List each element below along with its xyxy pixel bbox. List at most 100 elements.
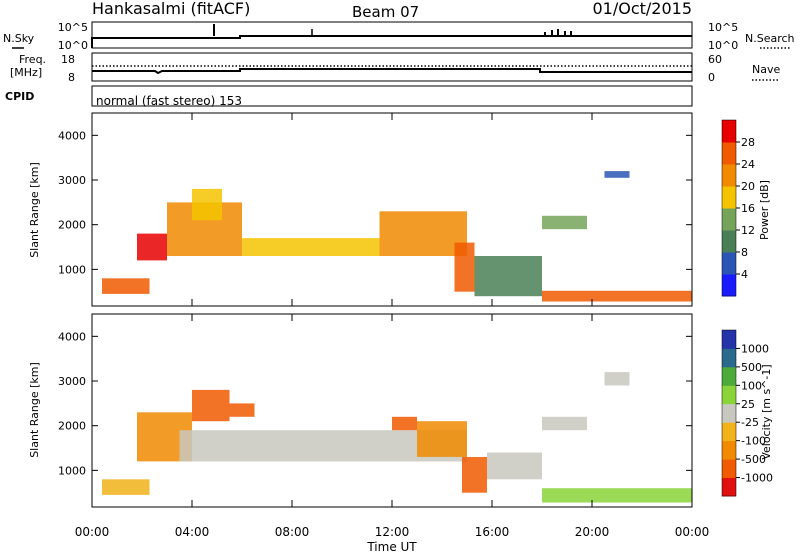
cpid-panel: CPID normal (fast stereo) 153: [5, 85, 693, 108]
power-colorbar-segment-3: [722, 208, 736, 231]
freq-left-tick-bottom: 8: [68, 71, 75, 84]
noise-left-label: N.Sky: [3, 32, 35, 45]
station-title: Hankasalmi (fitACF): [92, 0, 250, 18]
power-colorbar-tick-label-5: 8: [741, 246, 748, 259]
x-tick-label-0: 00:00: [75, 525, 110, 539]
power-colorbar-tick-label-4: 12: [741, 224, 755, 237]
power-colorbar-tick-label-6: 4: [741, 268, 748, 281]
power-y-label: Slant Range [km]: [28, 162, 41, 258]
noise-left-tick-bottom: 10^0: [58, 39, 88, 52]
power-band-9: [542, 215, 587, 230]
freq-solid-trace: [92, 68, 692, 75]
velocity-ytick-label-2: 2000: [58, 420, 86, 433]
power-colorbar-label: Power [dB]: [758, 180, 771, 240]
velocity-band-11: [604, 372, 630, 386]
velocity-y-axis: 4000 3000 2000 1000: [58, 314, 693, 507]
power-colorbar-segment-2: [722, 230, 736, 253]
noise-sky-trace: [91, 35, 692, 48]
velocity-panel: 4000 3000 2000 1000 Slant Range [km] 1000 50…: [28, 313, 773, 508]
power-band-7: [474, 256, 542, 297]
date-title: 01/Oct/2015: [592, 0, 692, 18]
power-band-1: [137, 233, 167, 261]
power-band-6: [454, 242, 475, 292]
velocity-band-6: [417, 421, 467, 457]
velocity-colorbar-segment-1: [722, 459, 736, 478]
velocity-colorbar-tick-label-7: -1000: [741, 472, 773, 485]
cpid-label: CPID: [5, 90, 34, 103]
power-ytick-label-2: 2000: [58, 219, 86, 232]
x-tick-label-1: 04:00: [175, 525, 210, 539]
velocity-colorbar-segment-5: [722, 385, 736, 405]
power-colorbar-tick-label-2: 20: [741, 180, 755, 193]
velocity-band-3: [229, 403, 255, 417]
noise-right-label: N.Search: [745, 32, 795, 45]
noise-left-tick-top: 10^5: [58, 21, 88, 34]
x-tick-label-6: 00:00: [675, 525, 710, 539]
x-tick-label-5: 20:00: [575, 525, 610, 539]
freq-left-label-2: [MHz]: [10, 66, 42, 79]
x-tick-label-3: 12:00: [375, 525, 410, 539]
power-ytick-label-3: 1000: [58, 263, 86, 276]
velocity-colorbar-segment-4: [722, 403, 736, 423]
time-x-axis: 00:00 04:00 08:00 12:00 16:00 20:00 00:00: [75, 525, 710, 539]
velocity-y-label: Slant Range [km]: [28, 362, 41, 458]
velocity-ytick-label-0: 4000: [58, 330, 86, 343]
velocity-band-7: [462, 457, 487, 493]
velocity-colorbar-tick-label-0: 1000: [741, 342, 769, 355]
cpid-text: normal (fast stereo) 153: [96, 94, 242, 108]
velocity-colorbar-tick-label-3: 25: [741, 398, 755, 411]
velocity-colorbar-segment-3: [722, 422, 736, 442]
velocity-colorbar-segment-2: [722, 440, 736, 460]
freq-right-tick-bottom: 0: [708, 71, 715, 84]
power-colorbar-segment-4: [722, 186, 736, 209]
power-colorbar-segment-7: [722, 120, 736, 143]
freq-left-tick-top: 18: [61, 53, 75, 66]
velocity-ytick-label-1: 3000: [58, 375, 86, 388]
freq-left-label-1: Freq.: [19, 53, 46, 66]
velocity-band-5: [392, 416, 417, 431]
freq-right-label: Nave: [752, 63, 780, 76]
power-colorbar-tick-label-1: 24: [741, 158, 755, 171]
noise-right-tick-top: 10^5: [708, 21, 738, 34]
x-tick-label-2: 08:00: [275, 525, 310, 539]
power-colorbar-tick-label-0: 28: [741, 136, 755, 149]
velocity-band-2: [192, 389, 230, 422]
freq-panel: Freq. [MHz] 18 8 60 0 Nave: [10, 52, 780, 84]
power-colorbar-tick-label-3: 16: [741, 202, 755, 215]
power-colorbar-segment-1: [722, 252, 736, 275]
beam-title: Beam 07: [352, 3, 419, 21]
power-band-0: [102, 278, 150, 294]
velocity-colorbar-segment-8: [722, 330, 736, 349]
freq-right-tick-top: 60: [708, 53, 722, 66]
velocity-colorbar-segment-0: [722, 477, 736, 497]
x-tick-label-4: 16:00: [475, 525, 510, 539]
velocity-ytick-label-3: 1000: [58, 464, 86, 477]
velocity-band-10: [542, 416, 587, 431]
power-band-3: [192, 188, 222, 221]
velocity-colorbar-tick-label-2: 100: [741, 379, 762, 392]
velocity-colorbar: 1000 500 100 25 -25 -100 -500 -1000: [721, 329, 773, 497]
velocity-panel-frame: [91, 313, 693, 508]
power-data-layer: [102, 171, 692, 302]
velocity-colorbar-tick-label-6: -500: [741, 453, 766, 466]
velocity-colorbar-tick-label-4: -25: [741, 416, 759, 429]
power-ytick-label-1: 3000: [58, 174, 86, 187]
velocity-colorbar-segment-6: [722, 366, 736, 386]
power-colorbar-segment-6: [722, 142, 736, 165]
velocity-band-0: [102, 479, 150, 495]
velocity-colorbar-frame: [721, 329, 737, 497]
power-panel: 4000 3000 2000 1000 Slant Range [km] 28 24 20…: [28, 112, 771, 307]
noise-panel: N.Sky 10^5 10^0 10^5 10^0 N.Search: [3, 21, 795, 52]
cpid-panel-frame: [91, 85, 693, 107]
power-ytick-label-0: 4000: [58, 129, 86, 142]
power-colorbar-segment-5: [722, 164, 736, 187]
velocity-colorbar-tick-label-5: -100: [741, 435, 766, 448]
power-band-5: [379, 211, 467, 256]
power-colorbar-segment-0: [722, 274, 736, 297]
velocity-colorbar-tick-label-1: 500: [741, 361, 762, 374]
noise-spike-cluster: [544, 29, 572, 36]
x-axis-label: Time UT: [366, 540, 417, 554]
power-band-10: [604, 171, 630, 178]
power-band-8: [542, 290, 692, 302]
